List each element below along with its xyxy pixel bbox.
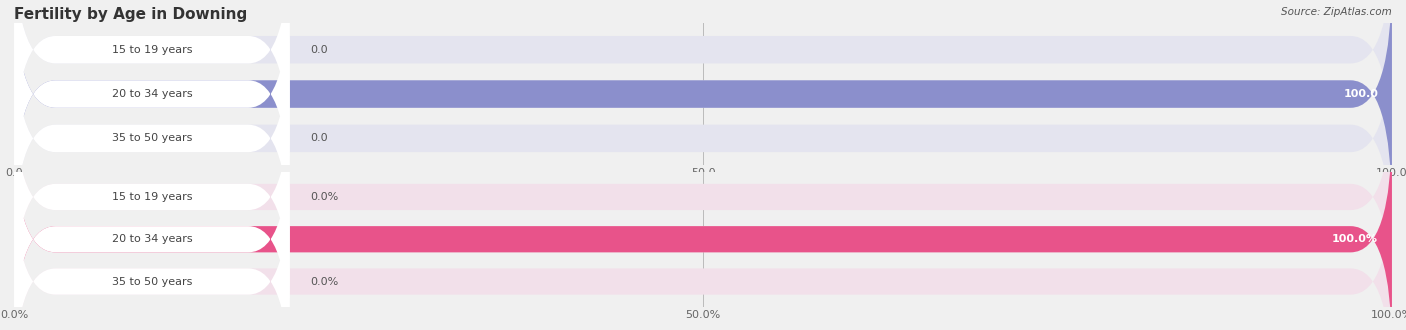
FancyBboxPatch shape: [14, 168, 290, 330]
Text: 100.0%: 100.0%: [1331, 234, 1378, 244]
Text: Fertility by Age in Downing: Fertility by Age in Downing: [14, 7, 247, 21]
Text: 0.0: 0.0: [311, 133, 328, 144]
Text: Source: ZipAtlas.com: Source: ZipAtlas.com: [1281, 7, 1392, 16]
Text: 35 to 50 years: 35 to 50 years: [111, 133, 193, 144]
Text: 0.0%: 0.0%: [311, 192, 339, 202]
FancyBboxPatch shape: [14, 0, 1392, 213]
FancyBboxPatch shape: [14, 19, 1392, 258]
FancyBboxPatch shape: [14, 0, 1392, 213]
FancyBboxPatch shape: [14, 168, 1392, 330]
Text: 0.0: 0.0: [311, 45, 328, 55]
Text: 20 to 34 years: 20 to 34 years: [111, 89, 193, 99]
FancyBboxPatch shape: [14, 83, 1392, 311]
Text: 0.0%: 0.0%: [311, 277, 339, 286]
FancyBboxPatch shape: [14, 125, 290, 330]
FancyBboxPatch shape: [14, 125, 1392, 330]
Text: 35 to 50 years: 35 to 50 years: [111, 277, 193, 286]
FancyBboxPatch shape: [14, 0, 290, 213]
Text: 15 to 19 years: 15 to 19 years: [111, 45, 193, 55]
FancyBboxPatch shape: [14, 0, 290, 169]
Text: 20 to 34 years: 20 to 34 years: [111, 234, 193, 244]
FancyBboxPatch shape: [14, 19, 290, 258]
Text: 100.0: 100.0: [1343, 89, 1378, 99]
FancyBboxPatch shape: [14, 0, 1392, 169]
FancyBboxPatch shape: [14, 125, 1392, 330]
FancyBboxPatch shape: [14, 83, 290, 311]
Text: 15 to 19 years: 15 to 19 years: [111, 192, 193, 202]
